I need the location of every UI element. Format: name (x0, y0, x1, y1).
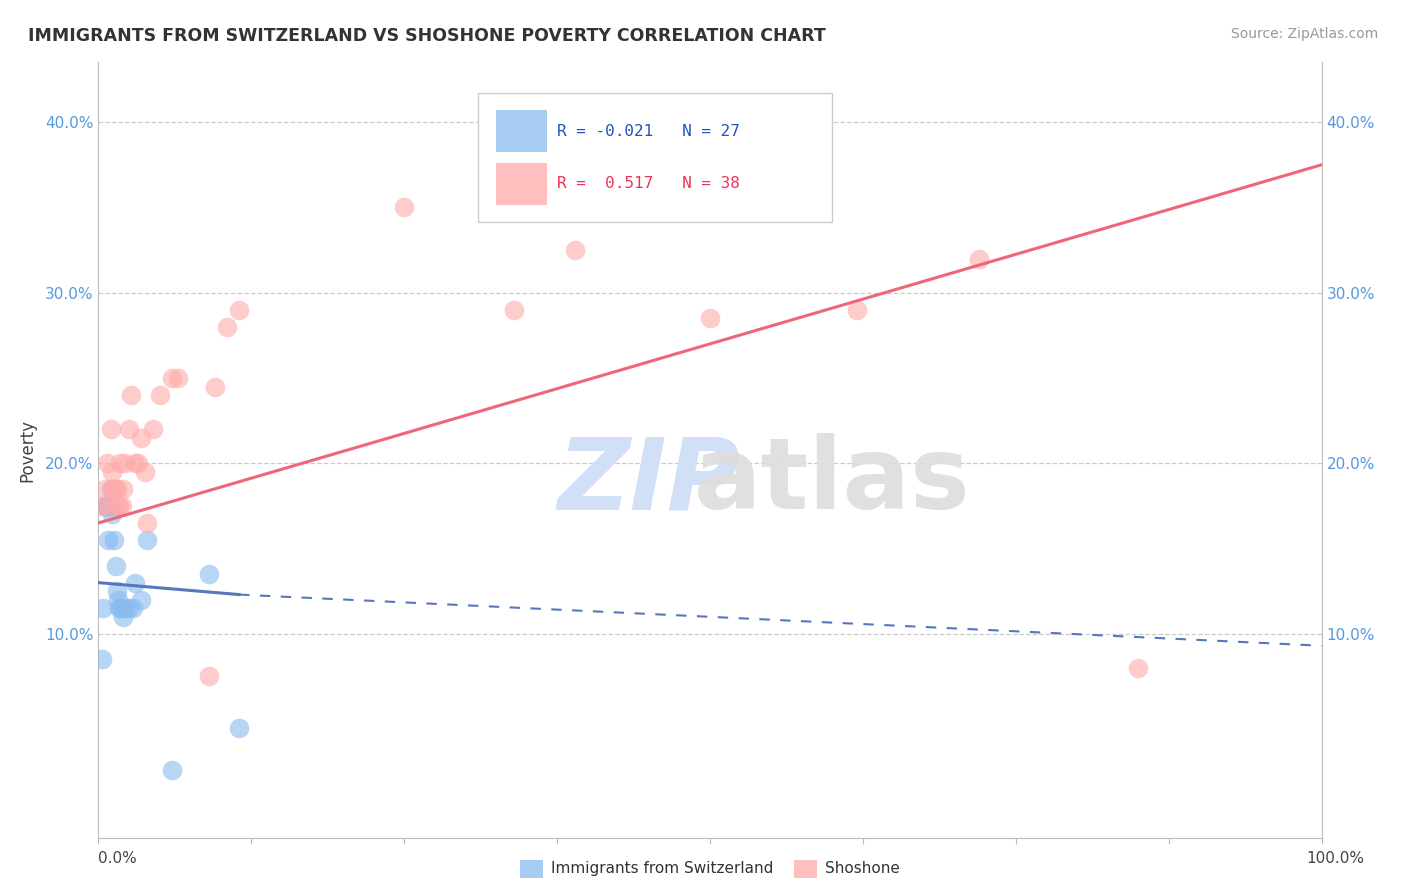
Point (118, 601, 141, 615)
Point (107, 592, 129, 607)
Point (94, 499, 117, 513)
Point (197, 567, 219, 582)
Point (98, 499, 121, 513)
Point (91, 601, 114, 615)
Point (114, 456, 136, 470)
Point (134, 465, 156, 479)
Point (93, 499, 115, 513)
Point (503, 302, 526, 317)
Point (136, 533, 159, 547)
Point (142, 422, 165, 436)
Text: 0.0%: 0.0% (98, 852, 138, 866)
Point (215, 319, 238, 334)
Point (228, 302, 250, 317)
Point (136, 516, 159, 530)
Point (197, 669, 219, 683)
Point (111, 601, 134, 615)
Point (108, 499, 131, 513)
Y-axis label: Poverty: Poverty (18, 419, 37, 482)
Text: Immigrants from Switzerland: Immigrants from Switzerland (551, 862, 773, 876)
Point (124, 575, 146, 590)
Point (91, 499, 114, 513)
Point (111, 482, 134, 496)
Point (121, 601, 143, 615)
Point (96, 499, 118, 513)
Point (228, 721, 250, 735)
Point (1128, 661, 1150, 675)
Point (101, 499, 124, 513)
Point (100, 422, 122, 436)
Text: ZIP: ZIP (557, 433, 741, 530)
Point (101, 508, 124, 522)
Point (118, 422, 141, 436)
Text: R = -0.021   N = 27: R = -0.021 N = 27 (557, 123, 740, 138)
Point (96, 456, 118, 470)
Point (104, 482, 127, 496)
FancyBboxPatch shape (478, 94, 832, 221)
Point (110, 601, 132, 615)
Text: 100.0%: 100.0% (1306, 852, 1364, 866)
Point (699, 311, 721, 326)
Point (111, 499, 134, 513)
Point (98, 499, 121, 513)
Point (105, 584, 128, 599)
Point (93, 482, 115, 496)
Point (167, 371, 190, 385)
Text: IMMIGRANTS FROM SWITZERLAND VS SHOSHONE POVERTY CORRELATION CHART: IMMIGRANTS FROM SWITZERLAND VS SHOSHONE … (28, 27, 825, 45)
Point (149, 388, 172, 402)
Point (120, 388, 142, 402)
Point (845, 302, 868, 317)
Point (127, 456, 149, 470)
Text: atlas: atlas (695, 433, 970, 530)
Point (107, 499, 129, 513)
Point (105, 482, 128, 496)
FancyBboxPatch shape (496, 163, 547, 205)
Point (564, 243, 586, 257)
Point (104, 558, 127, 573)
Point (101, 465, 124, 479)
Point (204, 379, 226, 393)
Point (108, 601, 131, 615)
Point (392, 201, 416, 215)
FancyBboxPatch shape (496, 111, 547, 152)
Text: R =  0.517   N = 38: R = 0.517 N = 38 (557, 177, 740, 192)
Point (111, 609, 134, 624)
Point (103, 482, 125, 496)
Point (967, 252, 990, 266)
Text: Source: ZipAtlas.com: Source: ZipAtlas.com (1230, 27, 1378, 41)
Text: Shoshone: Shoshone (825, 862, 900, 876)
Point (101, 482, 124, 496)
Point (129, 592, 152, 607)
Point (110, 456, 132, 470)
Point (97, 533, 120, 547)
Point (160, 371, 183, 385)
Point (129, 431, 152, 445)
Point (114, 601, 136, 615)
Point (103, 533, 125, 547)
Point (160, 764, 183, 778)
Point (91, 652, 114, 666)
Point (100, 482, 122, 496)
Point (124, 456, 146, 470)
